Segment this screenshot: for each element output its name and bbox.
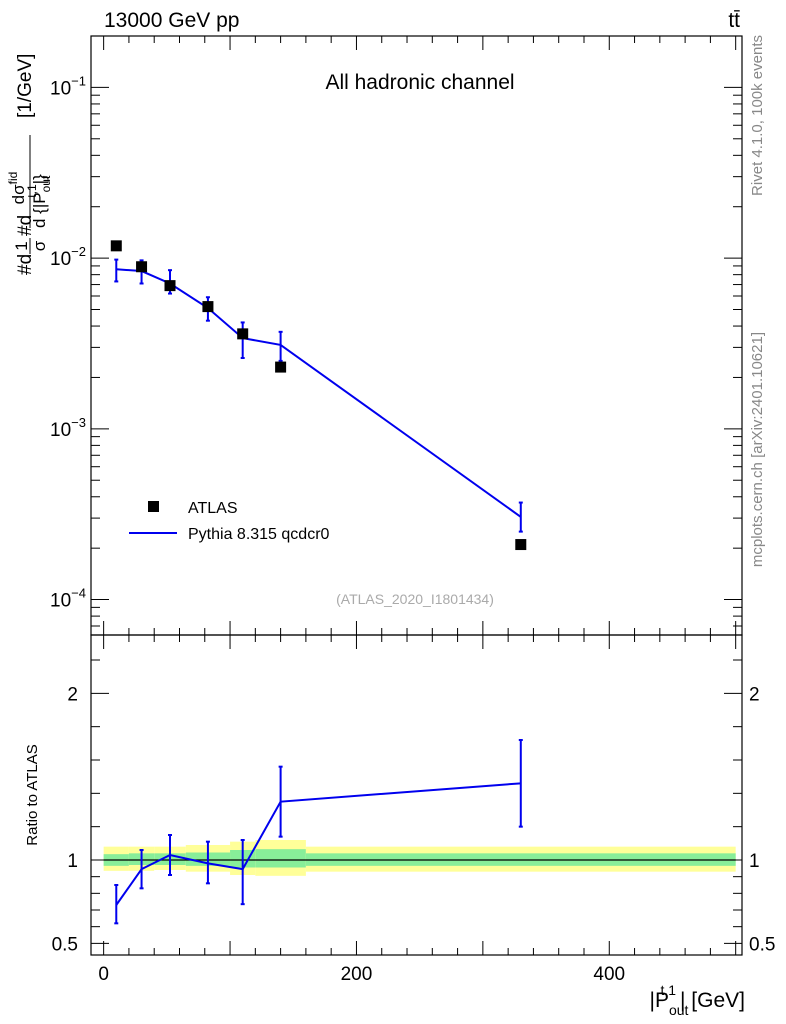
y-label-frac2-num: dσfid [6, 172, 28, 205]
ratio-x-axis: 0 200 400 [98, 635, 737, 985]
y-label-frac1-den: σ [30, 240, 49, 251]
ratio-y-tick-label-left: 0.5 [52, 934, 78, 955]
legend-atlas-marker [148, 501, 159, 512]
y-tick-label: 10−2 [50, 244, 86, 270]
rivet-version-label: Rivet 4.1.0, 100k events [749, 35, 766, 196]
legend-atlas-label: ATLAS [188, 500, 238, 517]
ratio-pythia-line [115, 782, 521, 906]
ratio-error-bar [518, 739, 523, 828]
ratio-y-tick-label-right: 2 [749, 684, 760, 705]
atlas-data-point [136, 261, 148, 273]
pythia-line [116, 268, 522, 518]
ratio-plot-area [103, 739, 736, 925]
main-panel: 10−1 10−2 10−3 10−4 All hadronic channel (A… [6, 35, 743, 636]
source-label: mcplots.cern.ch [arXiv:2401.10621] [749, 332, 766, 567]
atlas-data-point [202, 301, 214, 313]
ratio-error-bar [114, 884, 119, 925]
pythia-error-bar [240, 321, 245, 359]
legend: ATLAS Pythia 8.315 qcdcr0 [129, 500, 330, 543]
y-label-mid: #d [15, 215, 36, 236]
atlas-uncertainty-band-inner [255, 849, 306, 868]
ratio-error-bar [205, 840, 210, 885]
x-tick-label: 0 [98, 964, 109, 985]
ratio-error-bar [240, 839, 245, 906]
main-y-axis: 10−1 10−2 10−3 10−4 [50, 35, 742, 627]
ratio-y-tick-label-left: 1 [67, 851, 78, 872]
header-process-label: tt̄ [728, 9, 740, 32]
x-tick-label: 200 [341, 964, 373, 985]
x-axis-label: |Poutt,1 | [GeV] [650, 982, 746, 1018]
y-label-frac1-num: 1 [12, 241, 31, 250]
main-x-ticks [103, 36, 737, 635]
pythia-error-bar [278, 330, 283, 362]
analysis-tag: (ATLAS_2020_I1801434) [336, 591, 494, 607]
ratio-y-axis: 0.5 0.5 1 1 2 2 [52, 659, 775, 955]
x-tick-label: 400 [593, 964, 625, 985]
main-y-axis-label: #d 1 σ #d dσfid d {|Poutt,1|} [1/GeV] [6, 54, 53, 275]
y-label-units: [1/GeV] [15, 54, 36, 118]
atlas-data-point [275, 361, 287, 373]
pythia-error-bar [518, 501, 523, 533]
ratio-y-label: Ratio to ATLAS [24, 744, 41, 845]
ratio-error-bar [139, 849, 144, 890]
atlas-data-point [164, 280, 176, 292]
y-label-part1: #d [15, 254, 36, 275]
ratio-frame [90, 634, 743, 956]
ratio-panel: 0.5 0.5 1 1 2 2 0 200 400 Ratio to ATLAS |Poutt… [24, 634, 775, 1018]
ratio-y-tick-label-right: 0.5 [749, 934, 775, 955]
y-tick-label: 10−3 [50, 415, 86, 441]
ratio-error-bar [278, 765, 283, 838]
pythia-error-bar [114, 258, 119, 283]
y-tick-label: 10−1 [50, 73, 86, 99]
y-label-frac2-den: d {|Poutt,1|} [25, 174, 53, 228]
y-tick-label: 10−4 [50, 586, 86, 612]
chart-title: All hadronic channel [325, 71, 514, 94]
header-energy-label: 13000 GeV pp [104, 9, 239, 32]
atlas-data-point [110, 240, 122, 252]
ratio-y-tick-label-right: 1 [749, 851, 760, 872]
ratio-y-tick-label-left: 2 [67, 684, 78, 705]
atlas-data-point [237, 328, 249, 340]
legend-pythia-label: Pythia 8.315 qcdcr0 [188, 526, 330, 543]
main-frame [90, 35, 743, 636]
ratio-error-bar [168, 834, 173, 876]
main-plot-area [110, 240, 527, 551]
atlas-data-point [515, 539, 527, 551]
